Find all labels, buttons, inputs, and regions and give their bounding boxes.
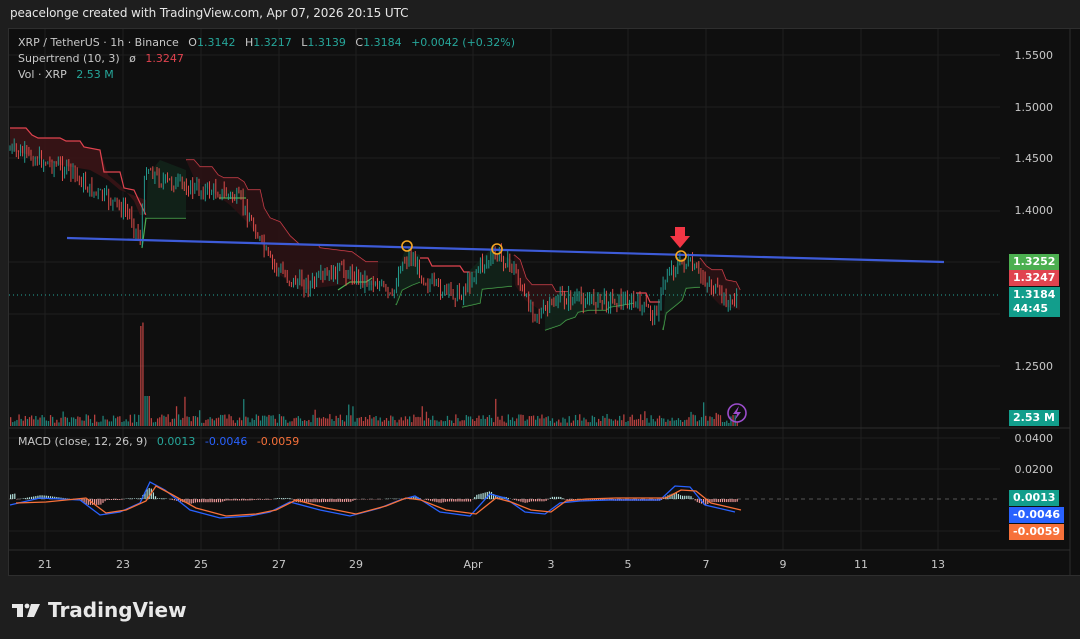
close-value: 1.3184 xyxy=(363,36,402,49)
open-label: O xyxy=(188,36,197,49)
supertrend-up xyxy=(141,160,701,331)
last-price: 1.3184 xyxy=(1013,288,1056,301)
volume-label[interactable]: Vol · XRP xyxy=(18,68,67,81)
supertrend-row: Supertrend (10, 3) ø 1.3247 xyxy=(18,51,515,67)
macd-line xyxy=(9,481,736,519)
time-tick: 25 xyxy=(194,558,208,571)
supertrend-label[interactable]: Supertrend (10, 3) xyxy=(18,52,120,65)
macd-line-tag: -0.0046 xyxy=(1009,507,1065,523)
low-value: 1.3139 xyxy=(307,36,346,49)
tradingview-brand[interactable]: TradingView xyxy=(12,598,187,622)
symbol-name[interactable]: XRP / TetherUS · 1h · Binance xyxy=(18,36,179,49)
last-price-tag: 1.3184 44:45 xyxy=(1009,287,1060,317)
signal-value: -0.0059 xyxy=(256,435,300,448)
price-tick: 1.5000 xyxy=(1014,101,1054,114)
time-tick: Apr xyxy=(463,558,483,571)
volume-bars xyxy=(10,322,738,426)
time-tick: 11 xyxy=(854,558,868,571)
price-tick: 1.4000 xyxy=(1014,204,1054,217)
macd-value: -0.0046 xyxy=(204,435,248,448)
time-tick: 23 xyxy=(116,558,130,571)
macd-hist-tag: 0.0013 xyxy=(1009,490,1060,506)
volume-value: 2.53 M xyxy=(76,68,114,81)
close-label: C xyxy=(355,36,364,49)
touch-markers xyxy=(401,240,687,262)
time-tick: 7 xyxy=(702,558,710,571)
time-tick: 21 xyxy=(38,558,52,571)
chart-legend: XRP / TetherUS · 1h · Binance O1.3142 H1… xyxy=(18,35,515,83)
macd-tick: 0.0400 xyxy=(1014,432,1054,445)
high-label: H xyxy=(244,36,254,49)
macd-legend: MACD (close, 12, 26, 9) 0.0013 -0.0046 -… xyxy=(18,435,299,448)
macd-histogram xyxy=(10,488,738,506)
hidden-eye-icon[interactable]: ø xyxy=(129,52,136,65)
bar-countdown: 44:45 xyxy=(1013,302,1049,315)
time-tick: 13 xyxy=(931,558,945,571)
low-label: L xyxy=(301,36,308,49)
attribution-text: peacelonge created with TradingView.com,… xyxy=(10,6,409,20)
volume-row: Vol · XRP 2.53 M xyxy=(18,67,515,83)
time-tick: 29 xyxy=(349,558,363,571)
macd-hist-value: 0.0013 xyxy=(156,435,196,448)
macd-tick: 0.0200 xyxy=(1014,463,1054,476)
time-tick: 9 xyxy=(779,558,787,571)
supertrend-up-tag: 1.3252 xyxy=(1009,254,1060,270)
supertrend-value: 1.3247 xyxy=(145,52,184,65)
time-tick: 3 xyxy=(547,558,555,571)
high-value: 1.3217 xyxy=(253,36,292,49)
brand-name: TradingView xyxy=(48,598,187,622)
price-tick: 1.2500 xyxy=(1014,360,1054,373)
time-tick: 27 xyxy=(272,558,286,571)
macd-label[interactable]: MACD (close, 12, 26, 9) xyxy=(18,435,148,448)
resistance-trendline[interactable] xyxy=(66,236,945,264)
gridlines xyxy=(9,29,1000,550)
volume-tag: 2.53 M xyxy=(1009,410,1059,426)
time-tick: 5 xyxy=(624,558,632,571)
open-value: 1.3142 xyxy=(196,36,236,49)
down-arrow-marker xyxy=(670,227,690,248)
price-tick: 1.5500 xyxy=(1014,49,1054,62)
lightning-icon[interactable] xyxy=(727,403,747,423)
change-value: +0.0042 (+0.32%) xyxy=(411,36,516,49)
symbol-row: XRP / TetherUS · 1h · Binance O1.3142 H1… xyxy=(18,35,515,51)
price-tick: 1.4500 xyxy=(1014,152,1054,165)
signal-line-tag: -0.0059 xyxy=(1009,524,1065,540)
tradingview-logo-icon xyxy=(12,603,40,617)
supertrend-down-tag: 1.3247 xyxy=(1009,270,1060,286)
signal-line xyxy=(15,485,742,517)
